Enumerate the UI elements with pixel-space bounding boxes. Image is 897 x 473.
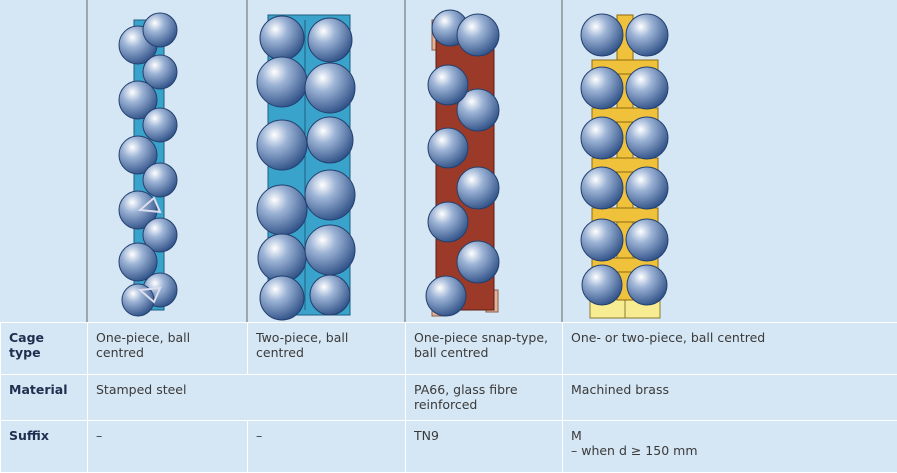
row-label: Material bbox=[1, 375, 88, 421]
cell: Stamped steel bbox=[88, 375, 406, 421]
cell: TN9 bbox=[406, 421, 563, 473]
cell: PA66, glass fibre reinforced bbox=[406, 375, 563, 421]
illustration-3 bbox=[426, 10, 499, 316]
cell: One- or two-piece, ball centred bbox=[563, 323, 897, 375]
row-label: Cage type bbox=[1, 323, 88, 375]
row-cage-type: Cage type One-piece, ball centred Two-pi… bbox=[1, 323, 897, 375]
cell: Two-piece, ball centred bbox=[248, 323, 406, 375]
cage-table: Cage type One-piece, ball centred Two-pi… bbox=[0, 322, 897, 473]
cell: – bbox=[88, 421, 248, 473]
cell: M– when d ≥ 150 mm bbox=[563, 421, 897, 473]
cage-illustrations bbox=[0, 0, 897, 322]
cell-note: – when d ≥ 150 mm bbox=[571, 443, 889, 458]
cell: Machined brass bbox=[563, 375, 897, 421]
illustration-4 bbox=[581, 14, 668, 318]
cell: One-piece, ball centred bbox=[88, 323, 248, 375]
illustration-2 bbox=[257, 15, 355, 320]
row-suffix: Suffix – – TN9 M– when d ≥ 150 mm bbox=[1, 421, 897, 473]
cell: One-piece snap-type, ball centred bbox=[406, 323, 563, 375]
cell: – bbox=[248, 421, 406, 473]
illustration-1 bbox=[119, 13, 177, 316]
row-label: Suffix bbox=[1, 421, 88, 473]
cell-text: M bbox=[571, 428, 582, 443]
row-material: Material Stamped steel PA66, glass fibre… bbox=[1, 375, 897, 421]
